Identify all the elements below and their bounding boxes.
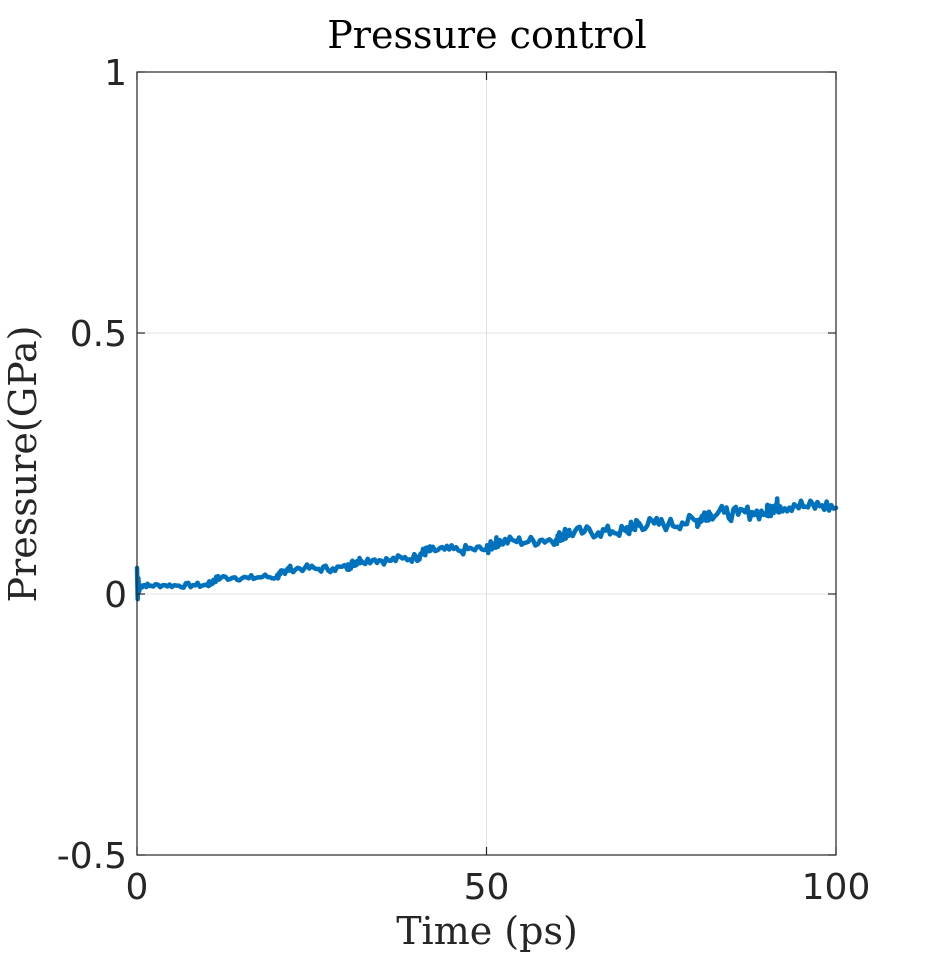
- x-axis-label: Time (ps): [396, 909, 578, 953]
- y-tick-label: 0: [104, 575, 127, 616]
- y-tick-labels: -0.5 0 0.5 1: [57, 53, 127, 877]
- chart-title: Pressure control: [327, 13, 647, 57]
- y-tick-label: 0.5: [70, 314, 127, 355]
- x-tick-label: 50: [464, 867, 510, 908]
- series-line-pressure: [134, 496, 839, 602]
- y-tick-label: -0.5: [57, 836, 127, 877]
- gridlines: [137, 72, 836, 855]
- y-axis-label: Pressure(GPa): [1, 326, 45, 603]
- x-tick-label: 100: [802, 867, 871, 908]
- axis-ticks: [136, 71, 837, 856]
- x-tick-labels: 0 50 100: [126, 867, 871, 908]
- y-tick-label: 1: [104, 53, 127, 94]
- x-tick-label: 0: [126, 867, 149, 908]
